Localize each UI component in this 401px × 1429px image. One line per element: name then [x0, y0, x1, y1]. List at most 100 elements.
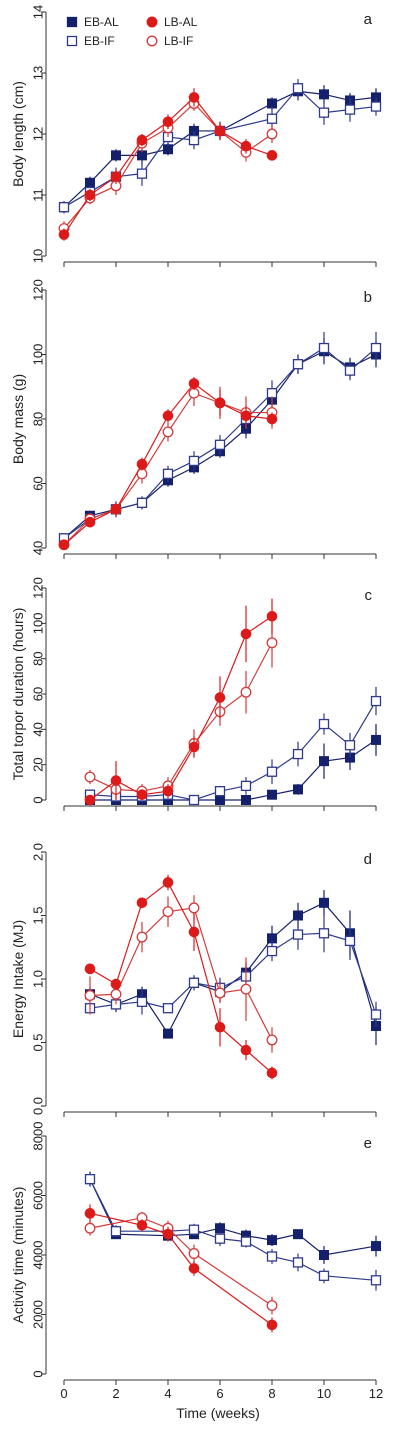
y-tick-label: 60 — [31, 687, 46, 701]
data-point — [371, 1241, 381, 1252]
data-point — [292, 359, 304, 370]
y-tick-label: 1.5 — [31, 906, 46, 924]
data-point — [267, 789, 277, 800]
data-point — [214, 1021, 226, 1033]
data-point — [188, 134, 200, 146]
data-point — [162, 426, 174, 438]
data-point — [188, 977, 200, 988]
data-point — [110, 504, 122, 515]
legend-item-lb-al: LB-AL — [146, 15, 198, 29]
data-point — [84, 771, 96, 783]
data-point — [188, 1263, 200, 1274]
panel-b: 40 60 80 100 120 Body mass (g) b — [10, 279, 382, 559]
series-eb-if — [58, 79, 382, 214]
data-point — [136, 996, 148, 1008]
series-line — [63, 90, 377, 208]
series-line — [89, 902, 377, 1035]
y-tick-label: 1.0 — [31, 970, 46, 988]
y-tick-label: 120 — [31, 279, 46, 301]
data-point — [162, 116, 174, 128]
series-eb-if — [84, 686, 382, 806]
data-point — [266, 413, 278, 425]
data-point — [370, 101, 382, 112]
data-point — [110, 775, 122, 786]
data-point — [371, 734, 381, 745]
data-point — [84, 189, 96, 201]
data-point — [162, 468, 174, 479]
data-point — [266, 1300, 278, 1312]
data-point — [240, 983, 252, 995]
data-point — [266, 113, 278, 124]
data-point — [188, 92, 200, 103]
y-tick-label: 2000 — [31, 1300, 46, 1329]
data-point — [84, 990, 96, 1001]
data-point — [214, 397, 226, 409]
series-line — [89, 1178, 377, 1256]
data-point — [267, 1235, 277, 1246]
data-point — [293, 910, 303, 921]
data-point — [110, 1226, 122, 1237]
series-eb-if — [84, 1171, 382, 1291]
data-point — [163, 1028, 173, 1039]
x-tick-label: 6 — [216, 1386, 223, 1401]
data-point — [266, 766, 278, 777]
series-eb-if — [84, 914, 382, 1028]
data-point — [188, 926, 200, 938]
data-point — [214, 125, 226, 137]
data-point — [84, 516, 96, 528]
legend-label: EB-IF — [84, 34, 115, 48]
data-point — [136, 1219, 148, 1231]
y-axis-title: Body length (cm) — [10, 81, 26, 187]
data-point — [136, 168, 148, 179]
data-point — [58, 229, 70, 240]
data-point — [58, 539, 70, 551]
data-point — [318, 928, 330, 939]
data-point — [240, 1044, 252, 1056]
y-tick-label: 13 — [31, 66, 46, 80]
series-lb-al — [84, 874, 278, 1080]
series-line — [89, 881, 273, 1074]
panel-d: 0.0 0.5 1.0 1.5 2.0 Energy Intake (MJ) d — [10, 843, 382, 1117]
y-tick-label: 0 — [31, 796, 46, 803]
x-tick-label: 10 — [317, 1386, 331, 1401]
data-point — [344, 935, 356, 947]
series-lb-al — [58, 88, 278, 241]
y-tick-label: 120 — [31, 577, 46, 599]
data-point — [214, 987, 226, 999]
data-point — [214, 692, 226, 703]
y-tick-label: 0.0 — [31, 1097, 46, 1115]
x-tick-label: 0 — [60, 1386, 67, 1401]
series-lb-al — [84, 598, 278, 806]
data-point — [318, 718, 330, 730]
data-point — [188, 794, 200, 806]
data-point — [162, 410, 174, 422]
y-tick-label: 80 — [31, 412, 46, 426]
data-point — [241, 795, 251, 805]
y-tick-label: 12 — [31, 127, 46, 141]
data-point — [215, 795, 225, 805]
data-point — [319, 897, 329, 908]
data-point — [266, 1067, 278, 1079]
y-tick-label: 4000 — [31, 1241, 46, 1270]
data-point — [110, 171, 122, 182]
data-point — [84, 794, 96, 806]
legend-marker — [66, 35, 78, 47]
data-point — [293, 784, 303, 795]
data-point — [266, 388, 278, 399]
legend-item-eb-al: EB-AL — [66, 15, 119, 29]
data-point — [110, 978, 122, 990]
data-point — [188, 455, 200, 467]
data-point — [319, 756, 329, 767]
data-point — [370, 342, 382, 354]
y-tick-label: 10 — [31, 249, 46, 263]
data-point — [214, 439, 226, 450]
legend-marker — [66, 16, 78, 28]
data-point — [266, 637, 278, 649]
data-point — [136, 789, 148, 801]
legend-label: LB-IF — [164, 34, 193, 48]
series-lb-al — [58, 377, 278, 551]
data-point — [188, 378, 200, 389]
y-axis-title: Activity time (minutes) — [10, 1187, 26, 1324]
series-line — [89, 1178, 377, 1281]
